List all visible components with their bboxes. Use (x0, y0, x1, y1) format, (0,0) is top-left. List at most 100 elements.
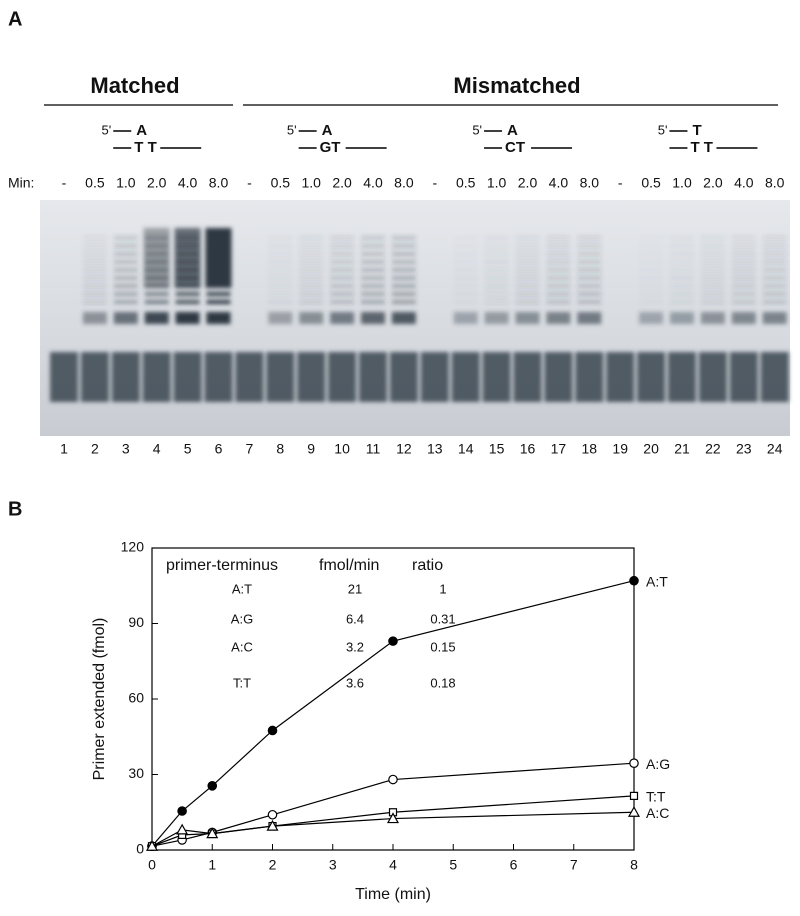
primer-band (235, 352, 264, 402)
product-band (113, 292, 138, 296)
product-band (484, 312, 509, 324)
time-label: - (62, 175, 67, 191)
primer-band (698, 352, 727, 402)
time-label: 4.0 (734, 175, 754, 191)
product-band (515, 252, 540, 256)
table-cell: 0.15 (430, 639, 455, 654)
product-band (454, 276, 478, 280)
lane-number: 7 (246, 441, 254, 457)
x-tick-label: 3 (329, 857, 337, 873)
product-band (454, 260, 478, 264)
product-band (175, 312, 200, 324)
time-label: - (618, 175, 623, 191)
panel-label: B (8, 498, 22, 520)
time-label: 0.5 (641, 175, 661, 191)
product-band (731, 284, 756, 288)
product-band (762, 312, 787, 324)
table-header: primer-terminus (166, 557, 278, 574)
point (629, 791, 639, 800)
product-band (299, 236, 324, 240)
point (207, 781, 218, 791)
product-band (762, 252, 787, 256)
product-band (670, 276, 694, 280)
product-band (361, 252, 385, 256)
product-band (700, 276, 725, 280)
point (177, 806, 187, 816)
gel-bands (50, 228, 789, 402)
product-band (639, 236, 663, 240)
product-band (144, 292, 169, 296)
product-band (577, 244, 602, 248)
group-title: Mismatched (453, 73, 580, 98)
product-band (391, 236, 416, 240)
product-band (546, 252, 571, 256)
product-band (639, 292, 663, 296)
table-cell: A:T (232, 581, 252, 596)
product-band (391, 268, 416, 272)
x-tick-label: 8 (630, 857, 638, 873)
product-band (731, 300, 756, 304)
product-band (330, 252, 355, 256)
y-axis-label: Primer extended (fmol) (91, 618, 108, 781)
time-label: - (247, 175, 252, 191)
product-band (113, 252, 138, 256)
product-band (391, 284, 416, 288)
time-label: 0.5 (456, 175, 476, 191)
primer-band (575, 352, 604, 402)
product-band (484, 276, 509, 280)
product-band (515, 300, 540, 304)
product-band (546, 312, 571, 324)
product-band (361, 292, 385, 296)
lane-number: 6 (215, 441, 223, 457)
x-tick-label: 2 (269, 857, 277, 873)
product-band (484, 244, 509, 248)
product-band (670, 260, 694, 264)
product-band (268, 292, 293, 296)
product-band (299, 260, 324, 264)
product-band (515, 284, 540, 288)
product-band (762, 260, 787, 264)
product-band (762, 284, 787, 288)
product-band (484, 284, 509, 288)
product-band (330, 300, 355, 304)
product-band (577, 300, 602, 304)
product-band (391, 252, 416, 256)
primer-band (420, 352, 449, 402)
y-tick-label: 90 (128, 614, 144, 630)
table-cell: 0.31 (430, 611, 455, 626)
lane-number: 12 (396, 441, 412, 457)
primer-band (266, 352, 295, 402)
primer-band (142, 352, 171, 402)
five-prime: 5' (472, 122, 482, 137)
time-label: 1.0 (487, 175, 507, 191)
product-band (731, 260, 756, 264)
lane-number: 13 (427, 441, 443, 457)
y-tick-label: 0 (136, 841, 144, 857)
product-band (113, 300, 138, 304)
lane-number: 15 (489, 441, 505, 457)
product-band (700, 300, 725, 304)
product-band (299, 300, 324, 304)
product-band (700, 312, 725, 324)
product-band (700, 284, 725, 288)
product-band (391, 260, 416, 264)
product-band (546, 236, 571, 240)
time-label: 0.5 (271, 175, 291, 191)
product-band (484, 300, 509, 304)
table-cell: 1 (439, 581, 446, 596)
product-band (82, 236, 107, 240)
lane-number: 23 (736, 441, 752, 457)
product-band (515, 292, 540, 296)
product-band (144, 312, 169, 324)
x-tick-label: 5 (449, 857, 457, 873)
x-axis-label: Time (min) (355, 886, 431, 903)
bottom-base: T T (134, 139, 157, 156)
product-band (299, 276, 324, 280)
product-band (330, 276, 355, 280)
product-band (330, 236, 355, 240)
product-band (268, 284, 293, 288)
product-band (268, 276, 293, 280)
point (267, 725, 278, 736)
table-cell: A:C (231, 639, 253, 654)
point (176, 823, 189, 835)
